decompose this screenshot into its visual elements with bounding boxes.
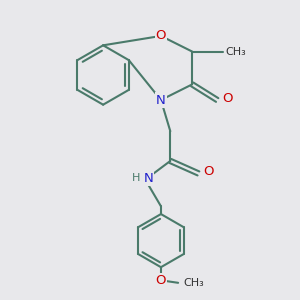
Text: N: N — [144, 172, 153, 184]
Text: O: O — [203, 165, 214, 178]
Text: CH₃: CH₃ — [225, 46, 246, 57]
Text: H: H — [132, 173, 141, 183]
Text: O: O — [222, 92, 232, 105]
Text: O: O — [156, 274, 166, 287]
Text: N: N — [156, 94, 166, 106]
Text: O: O — [156, 29, 166, 42]
Text: CH₃: CH₃ — [184, 278, 205, 288]
